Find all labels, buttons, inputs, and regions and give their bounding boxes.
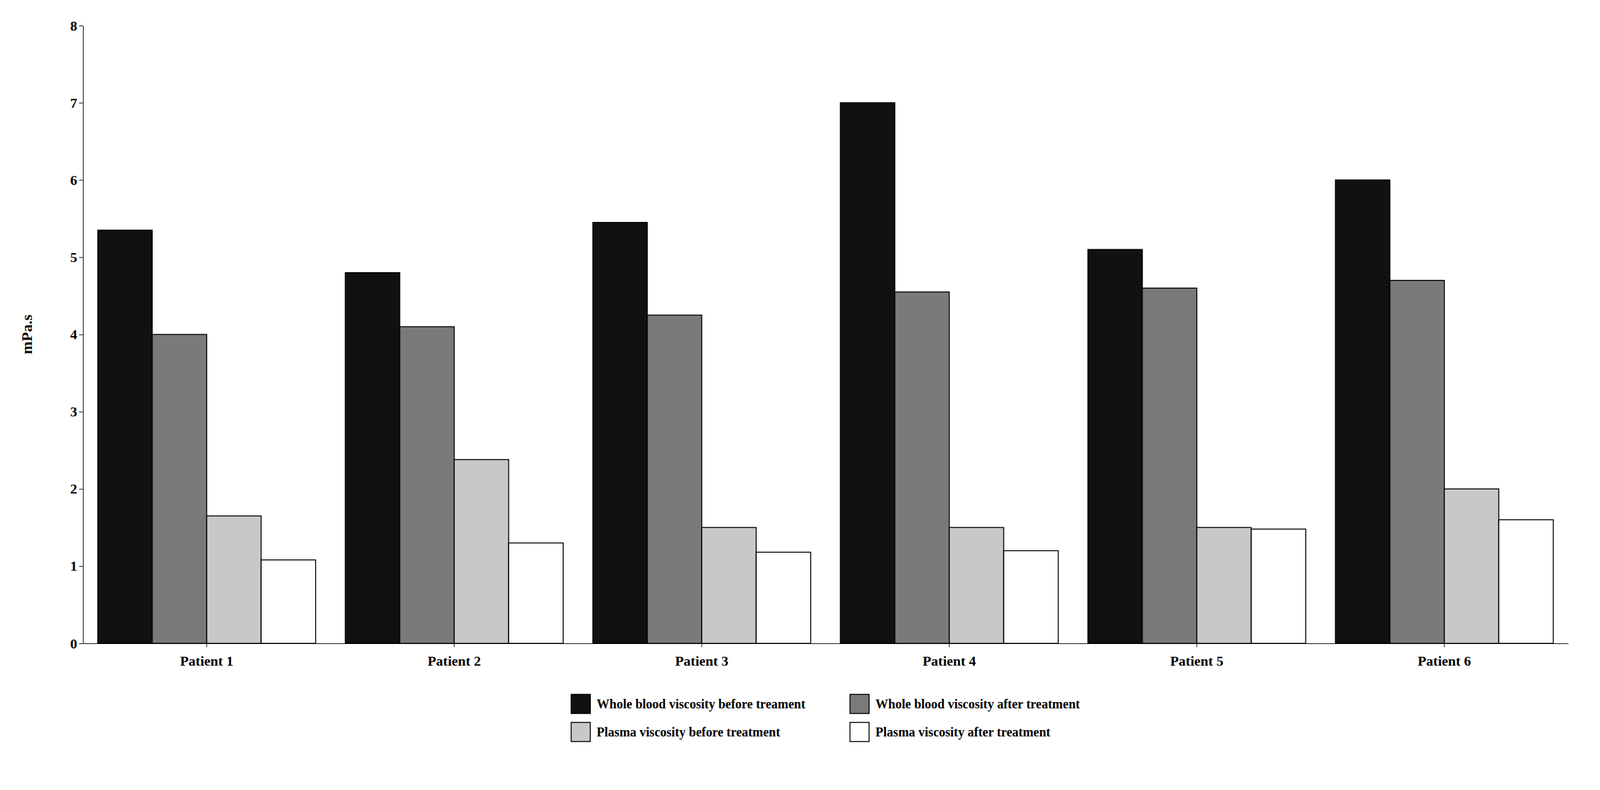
bar [1498, 519, 1553, 644]
legend-swatch [849, 722, 869, 742]
tick-label: 1 [70, 558, 78, 575]
x-tick: Patient 5 [1170, 643, 1224, 670]
tick-mark [1196, 643, 1198, 648]
tick-mark [79, 179, 83, 181]
tick-label: 4 [70, 326, 78, 343]
bar [260, 560, 316, 644]
bar [1003, 551, 1058, 644]
legend-label: Whole blood viscosity before treament [596, 697, 806, 712]
tick-label: Patient 1 [179, 653, 234, 670]
chart: Patient 1 Patient 2 Patient 3 Patient 4 Pati… [0, 0, 1600, 790]
tick-mark [454, 643, 455, 648]
bars [97, 102, 1553, 644]
tick-mark [79, 334, 83, 336]
legend-swatch [570, 722, 591, 742]
tick-label: Patient 6 [1417, 653, 1472, 670]
y-axis: 0 1 2 3 4 5 6 7 8 [70, 17, 84, 652]
x-tick: Patient 3 [674, 643, 729, 670]
bar [647, 315, 702, 644]
tick-label: Patient 4 [922, 653, 977, 670]
tick-label: 5 [70, 249, 78, 266]
y-tick: 6 [70, 172, 83, 189]
legend-item: Plasma viscosity after treatment [849, 722, 1051, 742]
tick-mark [701, 643, 703, 648]
legend-label: Plasma viscosity after treatment [875, 725, 1051, 741]
y-tick: 3 [70, 403, 83, 420]
tick-label: 8 [70, 17, 78, 34]
bar [755, 552, 811, 644]
bar [345, 273, 400, 644]
y-tick: 5 [70, 249, 83, 266]
x-tick: Patient 6 [1417, 643, 1472, 670]
legend-label: Whole blood viscosity after treatment [875, 697, 1081, 712]
tick-label: Patient 3 [674, 653, 729, 670]
x-axis: Patient 1 Patient 2 Patient 3 Patient 4 Pati… [83, 643, 1569, 670]
legend-swatch [849, 694, 869, 714]
bar [1142, 288, 1197, 644]
bar [206, 516, 261, 644]
tick-label: Patient 5 [1170, 653, 1224, 670]
tick-mark [1444, 643, 1445, 648]
bar [152, 334, 207, 645]
legend: Whole blood viscosity before treament Who… [570, 694, 1081, 742]
bar [1335, 179, 1390, 644]
y-axis-label: mPa.s [18, 315, 36, 355]
bar [1251, 529, 1306, 644]
tick-mark [79, 25, 83, 27]
bar [895, 292, 950, 644]
y-tick: 1 [70, 558, 83, 575]
bar [97, 230, 152, 644]
bar [508, 543, 563, 644]
x-tick: Patient 1 [179, 643, 234, 670]
bar [592, 222, 647, 644]
bar [1196, 527, 1252, 644]
bar [1087, 249, 1142, 644]
x-tick: Patient 2 [427, 643, 482, 670]
bar [1444, 489, 1499, 644]
y-tick: 4 [70, 326, 83, 343]
bar [454, 459, 509, 644]
tick-mark [949, 643, 950, 648]
tick-label: 3 [70, 403, 78, 420]
tick-mark [79, 489, 83, 490]
tick-mark [79, 102, 83, 104]
bar-series [206, 459, 1499, 644]
axis-line [83, 643, 1569, 645]
y-tick: 8 [70, 17, 83, 34]
y-tick: 2 [70, 481, 83, 497]
y-tick: 0 [70, 636, 83, 652]
bar-series [260, 519, 1553, 644]
tick-label: 7 [70, 95, 78, 112]
tick-mark [79, 566, 83, 568]
bar-series [97, 102, 1390, 644]
bar [400, 326, 455, 644]
x-tick: Patient 4 [922, 643, 977, 670]
tick-mark [79, 412, 83, 413]
tick-mark [79, 257, 83, 258]
tick-label: 6 [70, 172, 78, 189]
bar [1390, 280, 1445, 644]
tick-mark [79, 643, 83, 645]
tick-mark [206, 643, 208, 648]
plot-area: Patient 1 Patient 2 Patient 3 Patient 4 Pati… [70, 17, 1569, 670]
tick-label: 2 [70, 481, 78, 497]
legend-item: Whole blood viscosity after treatment [849, 694, 1081, 714]
legend-item: Whole blood viscosity before treament [570, 694, 806, 714]
legend-item: Plasma viscosity before treatment [570, 722, 781, 742]
tick-label: Patient 2 [427, 653, 482, 670]
bar [840, 102, 895, 644]
tick-label: 0 [70, 636, 78, 652]
legend-label: Plasma viscosity before treatment [596, 725, 781, 741]
axis-line [82, 26, 84, 645]
bar-series [152, 280, 1445, 644]
bar [949, 527, 1004, 644]
bar [701, 527, 756, 644]
y-tick: 7 [70, 95, 83, 112]
legend-swatch [570, 694, 591, 714]
